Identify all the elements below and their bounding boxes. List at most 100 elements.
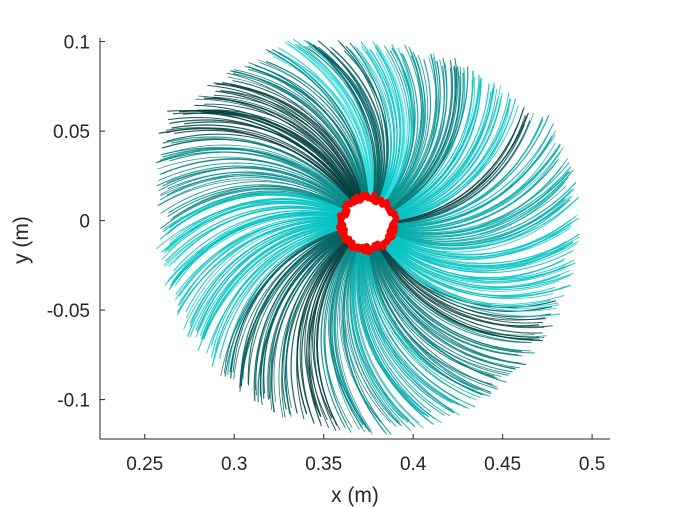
trajectory-line <box>392 171 571 235</box>
trajectory-line <box>369 249 492 395</box>
trajectory-line <box>393 120 531 224</box>
trajectory-line <box>382 243 560 310</box>
trajectory-line <box>173 210 343 272</box>
trajectory-line <box>278 238 347 418</box>
trajectory-line <box>385 241 574 288</box>
trajectory-line <box>334 245 370 433</box>
trajectory-line <box>366 249 478 401</box>
trajectory-line <box>389 60 454 211</box>
trajectory-line <box>172 112 355 202</box>
trajectory-line <box>201 223 342 336</box>
trajectory-line <box>392 97 499 218</box>
trajectory-line <box>391 198 566 245</box>
trajectory-line <box>363 249 454 411</box>
x-tick-label: 0.45 <box>484 454 521 475</box>
trajectory-line <box>388 238 579 269</box>
trajectory-line <box>376 247 522 353</box>
trajectory-line <box>195 224 342 338</box>
trajectory-line <box>388 234 580 265</box>
trajectory-line <box>158 162 350 206</box>
trajectory-line <box>362 248 455 414</box>
trajectory-line <box>162 136 353 204</box>
trajectory-line <box>355 248 420 424</box>
trajectory-line <box>373 248 520 369</box>
trajectory-line <box>207 84 361 199</box>
trajectory-line <box>160 147 351 205</box>
trajectory-line <box>386 59 432 207</box>
trajectory-line <box>391 70 475 213</box>
trajectory-line <box>166 127 353 203</box>
trajectory-line <box>198 95 358 200</box>
trajectory-line <box>378 246 544 341</box>
trajectory-line <box>389 227 571 259</box>
trajectory-line <box>320 243 353 429</box>
trajectory-line <box>165 205 344 262</box>
trajectory-line <box>389 236 580 264</box>
trajectory-line <box>186 221 342 337</box>
trajectory-line <box>380 245 553 328</box>
trajectory-line <box>369 48 398 202</box>
trajectory-line <box>364 249 456 414</box>
trajectory-line <box>393 149 558 229</box>
trajectory-line <box>351 247 409 423</box>
trajectory-line <box>379 245 543 334</box>
trajectory-line <box>168 199 345 242</box>
trajectory-line <box>392 85 495 217</box>
trajectory-line <box>359 248 436 420</box>
trajectory-line <box>363 249 460 406</box>
trajectory-line <box>386 239 576 281</box>
trajectory-line <box>366 249 476 391</box>
x-axis-label: x (m) <box>331 484 379 507</box>
trajectory-line <box>171 138 352 204</box>
trajectory-line <box>308 242 351 427</box>
axis-ticks: 0.25 0.3 0.35 0.4 0.45 0.5 -0.1 -0.05 0 0.05 0.1 <box>47 33 606 475</box>
trajectory-line <box>169 197 345 245</box>
trajectory-line <box>257 235 346 402</box>
trajectory-line <box>333 245 367 429</box>
trajectory-line <box>361 248 446 416</box>
trajectory-line <box>392 83 490 217</box>
trajectory-line <box>183 221 342 330</box>
trajectory-line <box>317 40 381 199</box>
trajectory-line <box>368 249 479 391</box>
trajectory-line <box>202 225 342 339</box>
trajectory-line <box>308 241 351 417</box>
trajectory-line <box>382 43 411 203</box>
trajectory-line <box>277 46 370 198</box>
trajectory-line <box>239 232 344 392</box>
trajectory-line <box>306 241 350 424</box>
trajectory-line <box>331 245 365 433</box>
y-tick-label: -0.05 <box>47 301 90 322</box>
trajectory-line <box>220 230 343 377</box>
trajectory-line <box>389 224 572 258</box>
trajectory-line <box>227 76 363 198</box>
trajectory-line <box>163 207 343 266</box>
trajectory-line <box>301 240 350 424</box>
trajectory-line <box>393 143 561 229</box>
trajectory-line <box>195 222 342 331</box>
trajectory-line <box>162 147 351 205</box>
x-tick-label: 0.3 <box>221 454 247 475</box>
trajectory-line <box>387 238 566 270</box>
trajectory-line <box>197 226 342 352</box>
trajectory-line <box>286 40 371 198</box>
trajectory-line <box>349 247 401 424</box>
trajectory-line <box>361 46 395 201</box>
x-tick-label: 0.25 <box>126 454 163 475</box>
trajectory-line <box>168 184 347 214</box>
trajectory-line <box>162 194 345 233</box>
trajectory-line <box>299 240 349 415</box>
trajectory-line <box>189 223 342 338</box>
trajectory-line <box>163 193 345 230</box>
trajectory-line <box>164 214 343 286</box>
trajectory-line <box>214 227 343 351</box>
trajectory-line <box>206 227 343 354</box>
trajectory-line <box>381 244 547 320</box>
trajectory-line <box>342 246 391 423</box>
trajectory-line <box>388 65 446 209</box>
trajectory-line <box>213 97 359 200</box>
trajectory-line <box>374 248 522 364</box>
trajectory-line <box>392 98 512 220</box>
trajectory-line <box>331 52 384 200</box>
trajectory-line <box>392 85 501 218</box>
